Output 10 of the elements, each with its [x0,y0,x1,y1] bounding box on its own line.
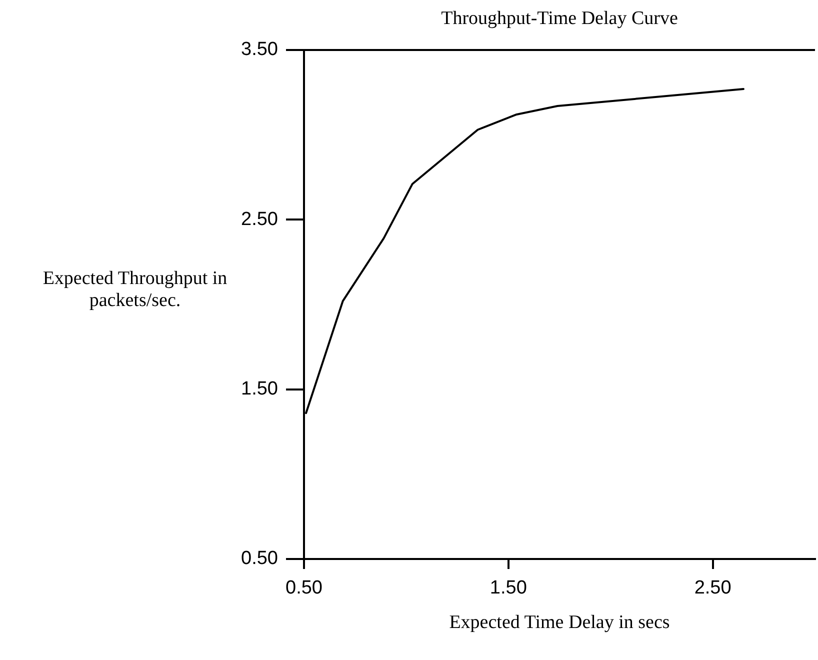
chart-title: Throughput-Time Delay Curve [440,8,679,30]
x-tick-label: 0.50 [286,578,322,599]
x-axis-title: Expected Time Delay in secs [448,612,671,634]
x-tick-label: 2.50 [694,578,732,599]
y-tick-label: 0.50 [241,548,278,570]
y-tick-label: 3.50 [241,39,278,60]
y-tick-label: 2.50 [241,208,278,230]
x-tick-label: 1.50 [490,578,527,599]
y-tick-label: 1.50 [241,378,278,400]
y-axis-title: Expected Throughput in packets/sec. [42,268,228,312]
